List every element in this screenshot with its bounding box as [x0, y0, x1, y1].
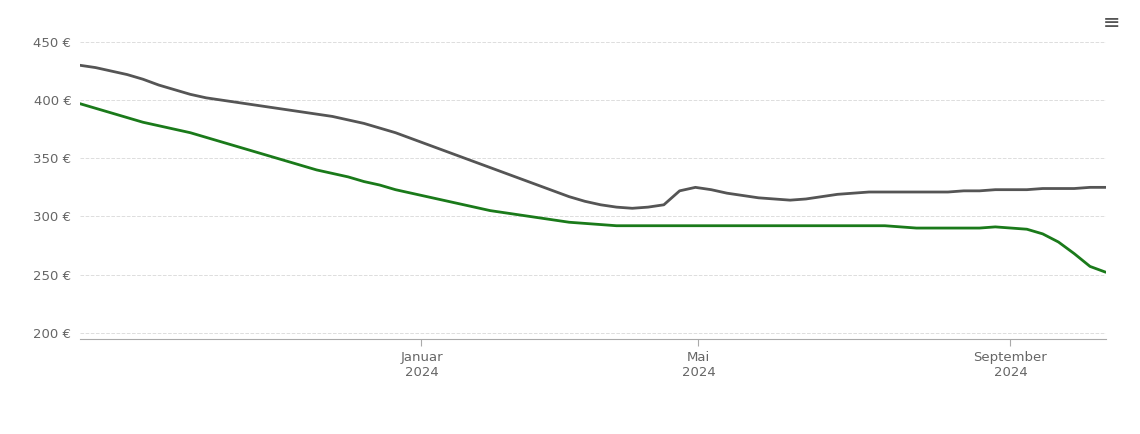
Text: ≡: ≡	[1104, 13, 1121, 33]
